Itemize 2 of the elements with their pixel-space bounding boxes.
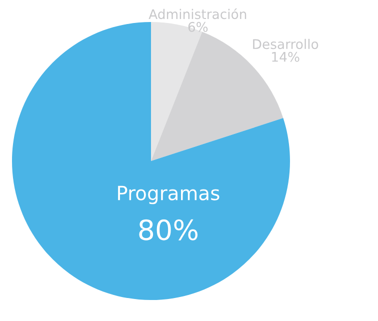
data-label: 80% [139,219,198,240]
slice-label: Programas [118,186,220,204]
